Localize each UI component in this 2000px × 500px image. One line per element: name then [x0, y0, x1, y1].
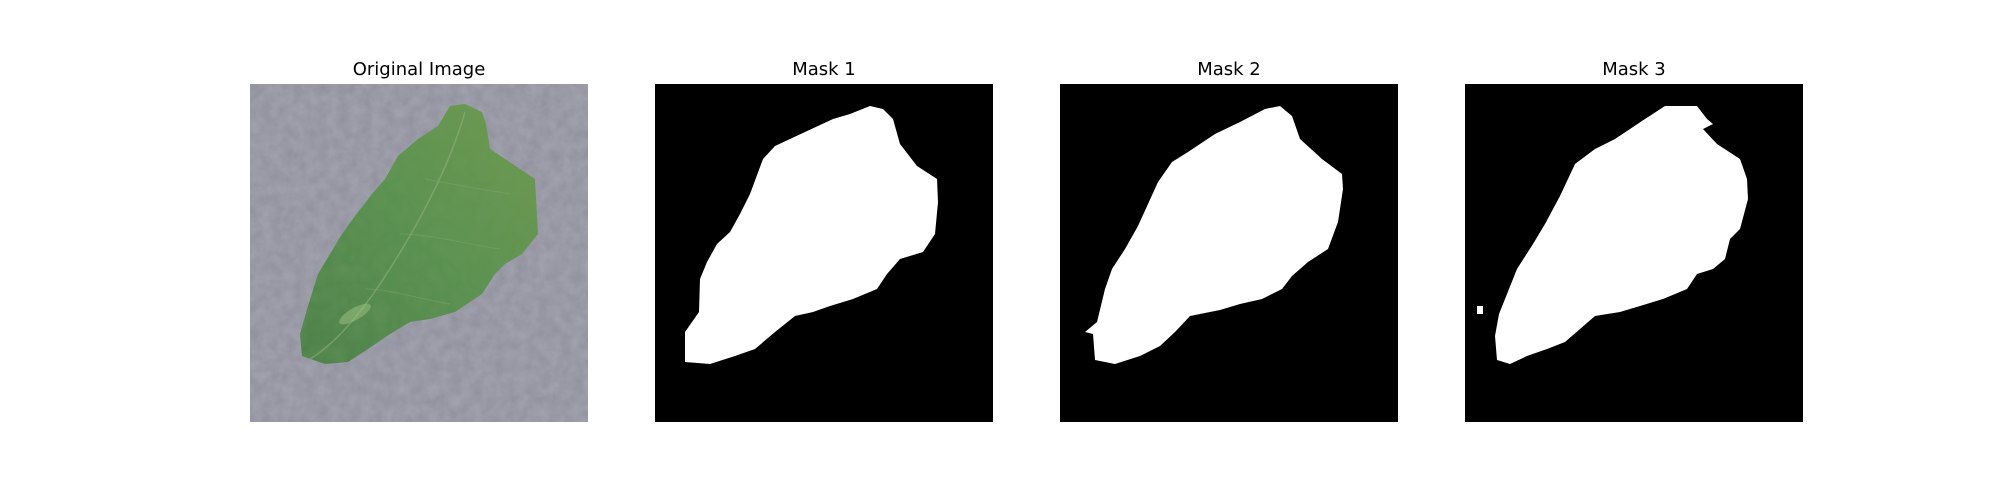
original-leaf-photo	[250, 84, 588, 422]
mask-2-image	[1060, 84, 1398, 422]
panel-title-mask-3: Mask 3	[1602, 59, 1666, 80]
mask-3-panel	[1465, 84, 1803, 422]
panel-title-mask-2: Mask 2	[1197, 59, 1261, 80]
panel-title-original-image: Original Image	[352, 59, 486, 80]
mask-3-region	[1495, 106, 1748, 364]
original-image-panel	[250, 84, 588, 422]
mask-3-image	[1465, 84, 1803, 422]
mask-3-speck	[1477, 306, 1483, 314]
mask-2-region	[1085, 106, 1343, 364]
mask-1-image	[655, 84, 993, 422]
mask-2-panel	[1060, 84, 1398, 422]
panel-title-mask-1: Mask 1	[792, 59, 856, 80]
mask-1-region	[685, 106, 938, 364]
mask-1-panel	[655, 84, 993, 422]
